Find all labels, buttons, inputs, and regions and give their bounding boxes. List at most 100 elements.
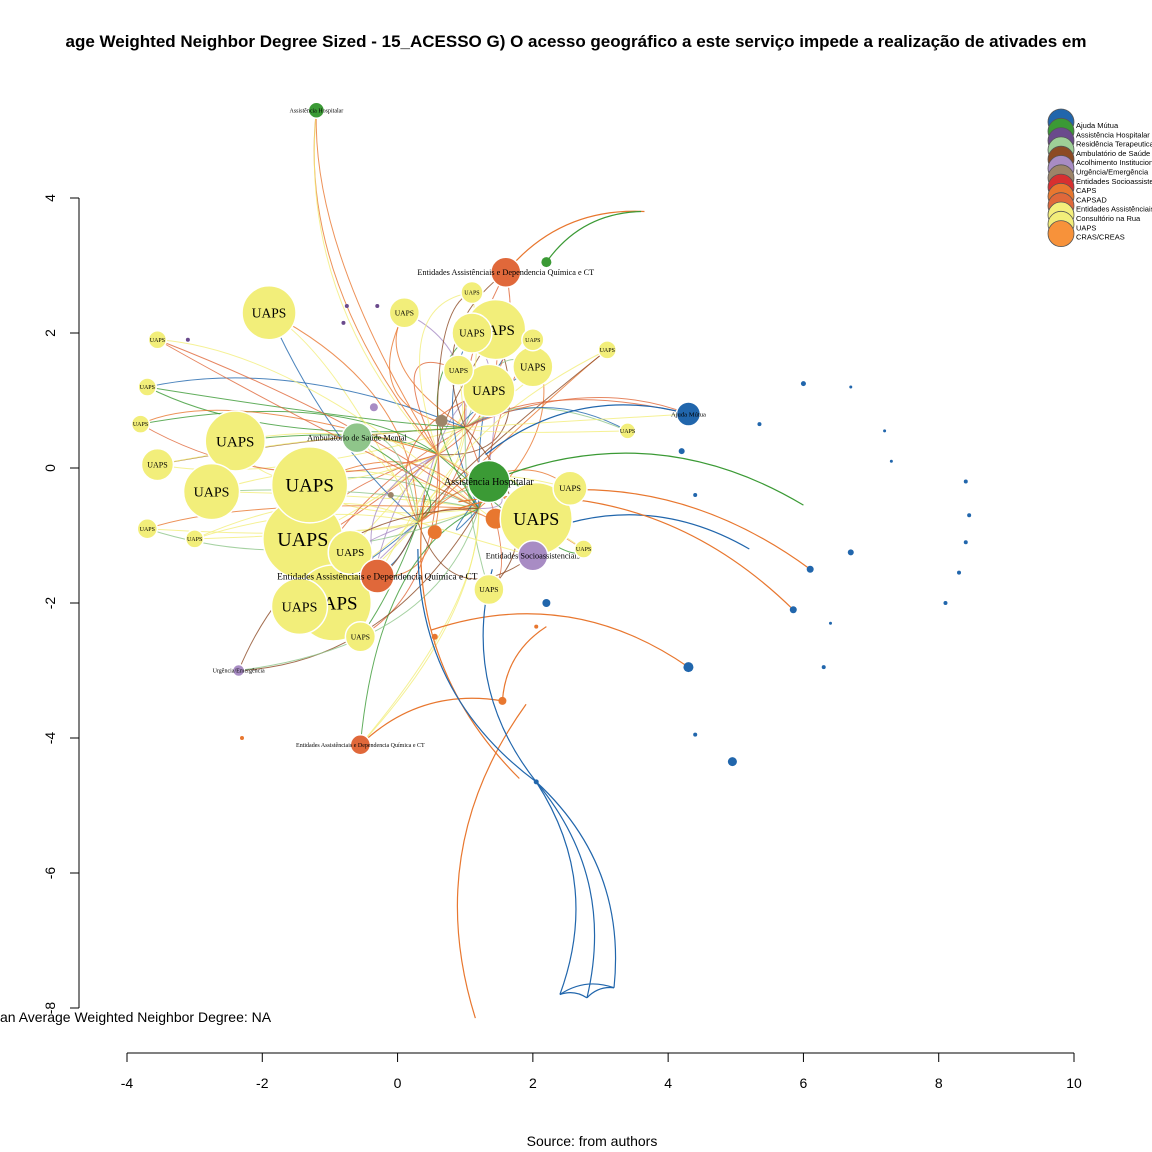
network-edge xyxy=(586,986,615,999)
network-edge xyxy=(501,626,547,701)
y-tick-label: -4 xyxy=(42,732,58,745)
network-node xyxy=(140,447,175,482)
network-edge xyxy=(505,210,645,273)
network-node xyxy=(182,462,241,521)
network-node xyxy=(344,621,377,653)
network-node xyxy=(451,312,493,354)
network-edge xyxy=(545,210,642,263)
network-edge xyxy=(376,454,439,577)
network-edge xyxy=(359,697,503,746)
network-edge xyxy=(535,781,577,995)
network-node xyxy=(473,573,505,606)
network-edge xyxy=(437,370,464,458)
network-node xyxy=(327,529,373,576)
network-edge xyxy=(370,454,439,577)
network-node-dot xyxy=(821,665,826,670)
network-node-dot xyxy=(185,337,190,342)
network-node xyxy=(597,340,618,360)
network-node-dot xyxy=(239,736,244,740)
network-node-dot xyxy=(541,257,552,268)
network-node xyxy=(388,297,421,329)
network-edge xyxy=(211,489,479,509)
network-node xyxy=(204,410,266,472)
network-node-dot xyxy=(683,662,694,673)
network-edge xyxy=(419,292,473,455)
network-node-dot xyxy=(375,304,380,308)
network-node xyxy=(490,256,522,288)
legend-label: Ajuda Mútua xyxy=(1076,121,1119,130)
network-edge xyxy=(313,110,439,455)
node-label: UAPS xyxy=(336,547,364,559)
chart-title: age Weighted Neighbor Degree Sized - 15_… xyxy=(65,32,1086,51)
node-label: UAPS xyxy=(187,537,202,543)
network-node xyxy=(137,377,158,397)
node-label: UAPS xyxy=(520,362,546,373)
y-tick-label: -8 xyxy=(42,1002,58,1015)
network-edge xyxy=(417,548,537,783)
node-label: UAPS xyxy=(395,308,414,317)
y-tick-label: -2 xyxy=(42,597,58,610)
network-node xyxy=(270,577,329,636)
network-node-dot xyxy=(693,493,698,497)
network-node xyxy=(552,470,588,506)
network-node-dot xyxy=(727,757,737,767)
x-tick-label: 4 xyxy=(664,1075,672,1091)
x-tick-label: -2 xyxy=(256,1075,269,1091)
network-edge xyxy=(147,386,466,428)
network-edge xyxy=(157,339,479,509)
node-label: Entidades Assistênciais e Dependencia Qu… xyxy=(417,268,594,277)
network-node-dot xyxy=(542,599,551,607)
node-label: UAPS xyxy=(600,348,615,354)
node-label: UAPS xyxy=(449,366,468,375)
node-label: UAPS xyxy=(252,305,287,320)
network-edge xyxy=(417,349,608,523)
network-edge xyxy=(238,508,480,671)
network-node xyxy=(462,363,516,418)
legend-label: Ambulatório de Saúde Mental xyxy=(1076,149,1152,158)
node-label: UAPS xyxy=(525,338,540,344)
network-node xyxy=(130,414,151,434)
network-edge xyxy=(147,377,466,428)
legend-label: CAPS xyxy=(1076,186,1096,195)
node-label: UAPS xyxy=(459,329,485,340)
network-edge xyxy=(431,613,689,668)
network-node-dot xyxy=(847,549,854,556)
network-node xyxy=(184,529,205,549)
legend-swatch xyxy=(1047,220,1075,248)
legend-label: Entidades Socioassistenciais xyxy=(1076,177,1152,186)
network-edge xyxy=(464,272,507,428)
node-label: UAPS xyxy=(559,483,581,493)
network-node xyxy=(467,459,511,504)
node-label: UAPS xyxy=(150,338,165,344)
network-edge xyxy=(535,781,596,999)
network-edge xyxy=(315,110,439,455)
network-edge xyxy=(147,386,466,433)
x-tick-label: 8 xyxy=(935,1075,943,1091)
legend-label: CRAS/CREAS xyxy=(1076,233,1125,242)
network-edge xyxy=(359,508,479,745)
node-label: UAPS xyxy=(282,600,318,615)
network-edge xyxy=(268,312,419,523)
network-node-dot xyxy=(341,320,346,325)
node-label: UAPS xyxy=(464,291,479,297)
node-label: UAPS xyxy=(351,632,370,641)
network-node-dot xyxy=(849,385,853,389)
network-edge xyxy=(488,452,804,506)
network-edges xyxy=(140,110,811,1019)
network-edge xyxy=(268,312,419,523)
node-label: Entidades Assistênciais e Dependencia Qu… xyxy=(277,572,478,582)
node-label: Entidades Assistênciais e Dependencia Qu… xyxy=(296,743,425,749)
network-node-dot xyxy=(828,621,832,625)
network-node xyxy=(460,280,484,305)
network-edge xyxy=(359,508,480,746)
network-nodes: UAPS UAPS UAPS UAPS UAPS UAPS UAPS UAPS UAPS UAPS… xyxy=(130,101,972,785)
network-node-dot xyxy=(435,414,448,427)
node-label: Entidades Socioassistenciais xyxy=(486,552,580,561)
network-edge xyxy=(464,427,628,433)
network-edge xyxy=(360,508,480,746)
network-node-dot xyxy=(533,779,539,785)
node-label: UAPS xyxy=(620,429,635,435)
source-caption: Source: from authors xyxy=(527,1133,658,1149)
